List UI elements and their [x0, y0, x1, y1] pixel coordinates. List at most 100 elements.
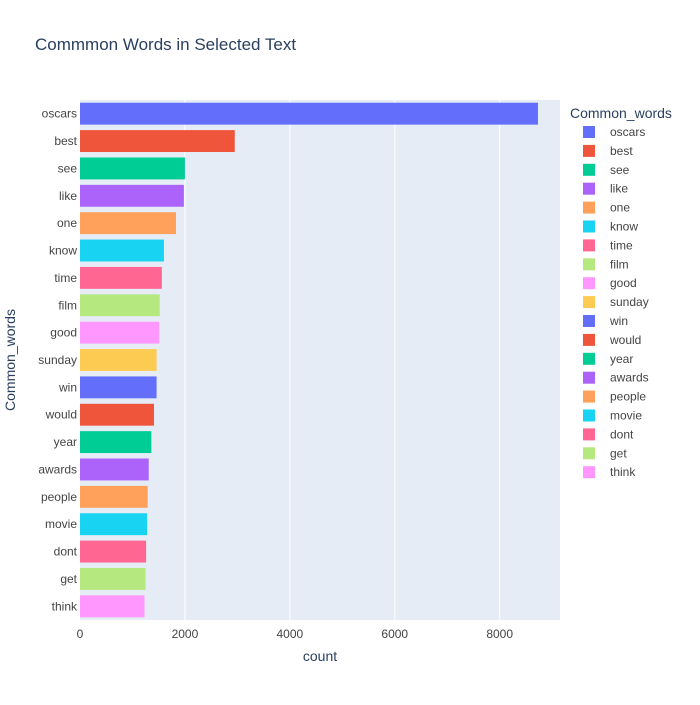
legend-item-awards[interactable]: awards	[583, 371, 649, 385]
legend-swatch	[583, 144, 595, 157]
legend-item-know[interactable]: know	[583, 220, 638, 234]
y-tick-label: oscars	[42, 107, 77, 121]
x-tick-label: 6000	[381, 627, 408, 641]
y-tick-label: awards	[38, 462, 77, 476]
legend-swatch	[583, 277, 595, 290]
legend-title: Common_words	[570, 105, 672, 121]
chart-title: Commmon Words in Selected Text	[35, 35, 296, 54]
legend-item-dont[interactable]: dont	[583, 427, 634, 441]
legend-swatch	[583, 220, 595, 233]
legend-label: dont	[610, 427, 634, 441]
bar-know[interactable]	[80, 239, 164, 262]
y-tick-label: one	[57, 216, 77, 230]
legend-item-win[interactable]: win	[583, 314, 628, 328]
gridlines	[184, 100, 501, 620]
legend-label: see	[610, 163, 630, 177]
bar-think[interactable]	[80, 595, 145, 618]
legend-item-one[interactable]: one	[583, 201, 630, 215]
y-tick-label: movie	[45, 517, 77, 531]
legend-item-like[interactable]: like	[583, 182, 628, 196]
y-tick-labels: oscars best see like one know time film good sund…	[38, 107, 78, 614]
bar-people[interactable]	[80, 485, 148, 508]
legend-label: win	[609, 314, 628, 328]
legend-swatch	[583, 466, 595, 479]
bar-oscars[interactable]	[80, 102, 538, 125]
legend-item-year[interactable]: year	[583, 352, 633, 366]
legend-label: time	[610, 238, 633, 252]
bar-film[interactable]	[80, 294, 160, 317]
bars	[80, 102, 538, 618]
x-tick-label: 4000	[276, 627, 303, 641]
legend-item-people[interactable]: people	[583, 390, 646, 404]
bar-get[interactable]	[80, 568, 146, 590]
legend-swatch	[583, 409, 595, 422]
x-tick-label: 0	[77, 627, 84, 641]
legend[interactable]: Common_words oscars best see like one know tim…	[570, 105, 672, 479]
legend-swatch	[583, 201, 595, 214]
legend-item-movie[interactable]: movie	[583, 409, 642, 423]
legend-item-best[interactable]: best	[583, 144, 633, 158]
legend-swatch	[583, 428, 595, 441]
legend-label: know	[610, 220, 638, 234]
y-tick-label: get	[60, 572, 77, 586]
y-tick-label: would	[45, 408, 77, 422]
y-tick-label: sunday	[38, 353, 77, 367]
legend-swatch	[583, 333, 595, 346]
y-tick-label: good	[50, 326, 77, 340]
legend-item-think[interactable]: think	[583, 465, 636, 479]
legend-label: get	[610, 446, 627, 460]
legend-swatch	[583, 258, 595, 271]
y-tick-label: best	[54, 134, 77, 148]
x-axis-label: count	[303, 648, 337, 664]
legend-swatch	[583, 239, 595, 252]
legend-label: film	[610, 257, 629, 271]
y-tick-label: like	[59, 189, 77, 203]
legend-item-see[interactable]: see	[583, 163, 630, 177]
legend-label: year	[610, 352, 633, 366]
legend-item-sunday[interactable]: sunday	[583, 295, 649, 309]
x-tick-label: 2000	[172, 627, 199, 641]
legend-swatch	[583, 296, 595, 309]
bar-one[interactable]	[80, 212, 176, 235]
legend-item-time[interactable]: time	[583, 238, 633, 252]
legend-label: awards	[610, 371, 649, 385]
legend-label: would	[609, 333, 641, 347]
bar-year[interactable]	[80, 431, 152, 454]
y-tick-label: film	[58, 298, 77, 312]
bar-awards[interactable]	[80, 458, 149, 481]
bar-dont[interactable]	[80, 540, 147, 563]
bar-time[interactable]	[80, 266, 162, 289]
legend-label: one	[610, 201, 630, 215]
legend-label: best	[610, 144, 633, 158]
legend-item-would[interactable]: would	[583, 333, 641, 347]
legend-swatch	[583, 126, 595, 138]
bar-movie[interactable]	[80, 513, 148, 536]
legend-label: movie	[610, 409, 642, 423]
bar-like[interactable]	[80, 184, 184, 207]
legend-items[interactable]: oscars best see like one know time film good sund…	[583, 125, 649, 479]
legend-item-film[interactable]: film	[583, 257, 629, 271]
bar-good[interactable]	[80, 321, 160, 344]
legend-swatch	[583, 163, 595, 176]
y-tick-label: dont	[54, 545, 78, 559]
legend-label: people	[610, 390, 646, 404]
legend-swatch	[583, 315, 595, 327]
bar-win[interactable]	[80, 376, 157, 399]
y-tick-label: people	[41, 490, 77, 504]
bar-sunday[interactable]	[80, 349, 157, 371]
legend-item-oscars[interactable]: oscars	[583, 125, 645, 139]
legend-label: oscars	[610, 125, 645, 139]
bar-see[interactable]	[80, 157, 185, 180]
y-tick-label: win	[58, 380, 77, 394]
legend-label: good	[610, 276, 637, 290]
legend-item-get[interactable]: get	[583, 446, 627, 460]
bar-would[interactable]	[80, 403, 154, 426]
legend-swatch	[583, 447, 595, 460]
bar-best[interactable]	[80, 130, 235, 152]
y-tick-label: know	[49, 244, 77, 258]
legend-item-good[interactable]: good	[583, 276, 637, 290]
x-tick-labels: 0 2000 4000 6000 8000	[77, 627, 514, 641]
legend-swatch	[583, 182, 595, 195]
